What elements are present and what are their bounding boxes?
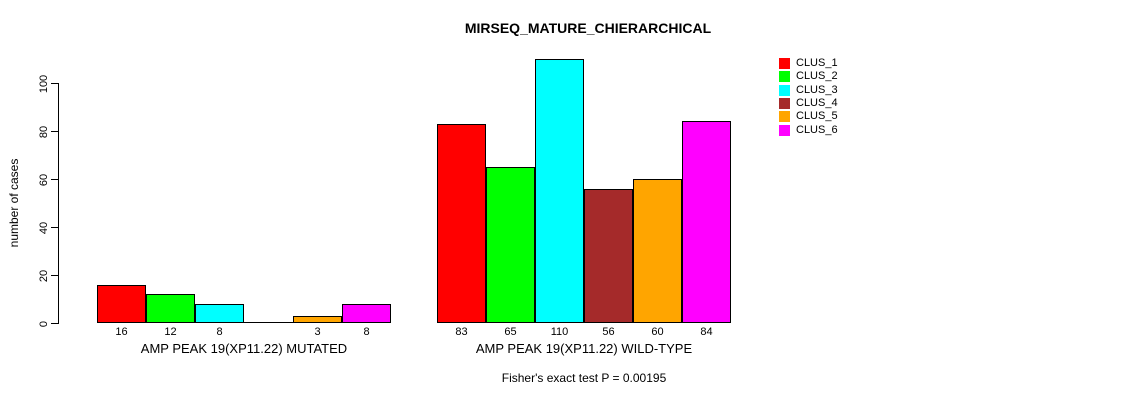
bar-value-label: 12 [164,326,177,338]
legend-label: CLUS_2 [796,70,838,83]
legend-item: CLUS_1 [779,57,838,70]
bar-value-label: 60 [651,326,664,338]
y-tick-mark [51,83,59,84]
bar-value-label: 110 [550,326,569,338]
legend-label: CLUS_6 [796,123,838,136]
legend-item: CLUS_2 [779,70,838,83]
legend-item: CLUS_3 [779,84,838,97]
y-tick-label: 20 [38,269,50,282]
legend-swatch [779,58,790,70]
group-label: AMP PEAK 19(XP11.22) MUTATED [140,341,348,356]
bar-value-label: 8 [216,326,223,338]
legend-swatch [779,111,790,123]
legend-item: CLUS_6 [779,123,838,136]
legend-item: CLUS_5 [779,110,838,123]
legend-label: CLUS_4 [796,97,838,110]
chart-title: MIRSEQ_MATURE_CHIERARCHICAL [464,20,712,36]
legend-label: CLUS_3 [796,83,838,96]
y-tick-label: 100 [38,74,50,93]
bar-clus_2 [146,294,195,323]
legend-label: CLUS_5 [796,110,838,123]
legend-label: CLUS_1 [796,57,838,70]
footnote: Fisher's exact test P = 0.00195 [501,371,667,385]
y-axis-title: number of cases [7,158,21,248]
legend-swatch [779,84,790,96]
bar-clus_2 [486,167,535,323]
bar-clus_5 [293,316,342,323]
bar-value-label: 65 [504,326,517,338]
y-tick-label: 0 [38,320,50,327]
y-tick-mark [51,323,59,324]
bar-clus_6 [342,304,391,323]
bar-value-label: 84 [700,326,713,338]
bar-clus_1 [437,124,486,323]
bar-value-label: 16 [115,326,128,338]
y-axis-line [58,83,59,324]
bar-clus_1 [97,285,146,323]
group-label: AMP PEAK 19(XP11.22) WILD-TYPE [475,341,693,356]
y-tick-label: 60 [38,173,50,186]
legend-swatch [779,124,790,136]
legend-item: CLUS_4 [779,97,838,110]
bar-value-label: 83 [455,326,468,338]
bar-clus_4 [584,189,633,323]
bar-value-label: 3 [314,326,321,338]
y-tick-label: 40 [38,221,50,234]
bar-clus_3 [195,304,244,323]
bar-clus_6 [682,121,731,323]
zero-bar-clus_4 [244,322,293,323]
bar-value-label: 8 [363,326,370,338]
y-tick-label: 80 [38,125,50,138]
legend-swatch [779,71,790,83]
legend-swatch [779,98,790,110]
legend: CLUS_1 CLUS_2 CLUS_3 CLUS_4 CLUS_5 CLUS_6 [779,57,838,137]
y-tick-mark [51,131,59,132]
y-tick-mark [51,227,59,228]
bar-value-label: 56 [602,326,615,338]
y-tick-mark [51,179,59,180]
bar-clus_3 [535,59,584,323]
y-tick-mark [51,275,59,276]
bar-clus_5 [633,179,682,323]
